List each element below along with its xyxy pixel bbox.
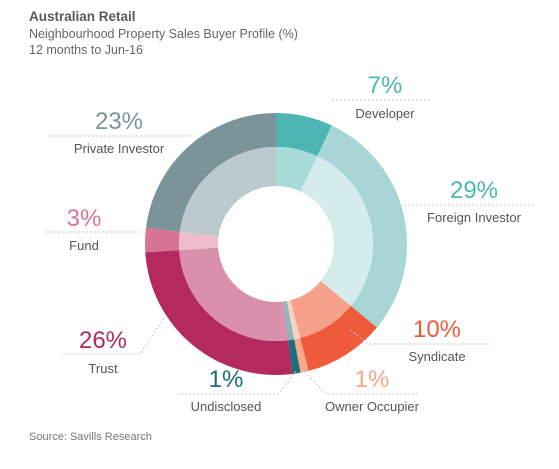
leader-line-undisclosed bbox=[178, 370, 297, 395]
slice-inner-owner-occupier bbox=[286, 300, 301, 340]
slice-inner-developer bbox=[276, 147, 318, 192]
category-label-foreign-investor: Foreign Investor bbox=[427, 210, 522, 225]
slice-outer-private-investor bbox=[146, 113, 276, 232]
slice-inner-foreign-investor bbox=[300, 156, 373, 306]
value-label-undisclosed: 1% bbox=[209, 366, 244, 393]
category-label-syndicate: Syndicate bbox=[408, 349, 465, 364]
category-label-private-investor: Private Investor bbox=[74, 141, 165, 156]
category-label-owner-occupier: Owner Occupier bbox=[325, 399, 420, 414]
chart-title: Australian Retail bbox=[29, 9, 136, 24]
category-label-undisclosed: Undisclosed bbox=[191, 399, 262, 414]
value-label-owner-occupier: 1% bbox=[355, 366, 390, 393]
slice-outer-foreign-investor bbox=[317, 125, 407, 328]
category-label-developer: Developer bbox=[355, 106, 415, 121]
value-label-trust: 26% bbox=[79, 327, 127, 354]
slice-outer-fund bbox=[145, 227, 180, 253]
slice-inner-trust bbox=[179, 247, 289, 342]
slice-outer-trust bbox=[145, 250, 293, 375]
chart-subtitle: Neighbourhood Property Sales Buyer Profi… bbox=[29, 27, 298, 41]
slice-inner-syndicate bbox=[290, 280, 351, 338]
source-note: Source: Savills Research bbox=[29, 431, 152, 443]
category-label-fund: Fund bbox=[69, 238, 99, 253]
value-label-syndicate: 10% bbox=[413, 316, 461, 343]
category-label-trust: Trust bbox=[88, 361, 118, 376]
slice-inner-fund bbox=[179, 231, 219, 251]
value-label-developer: 7% bbox=[368, 72, 403, 99]
leader-line-syndicate bbox=[349, 329, 490, 345]
slice-outer-owner-occupier bbox=[294, 337, 309, 373]
value-label-fund: 3% bbox=[67, 205, 102, 232]
slice-outer-developer bbox=[276, 113, 332, 157]
slice-outer-syndicate bbox=[300, 305, 377, 371]
value-label-foreign-investor: 29% bbox=[450, 177, 498, 204]
slice-inner-undisclosed bbox=[283, 300, 295, 341]
value-label-private-investor: 23% bbox=[95, 108, 143, 135]
slice-inner-private-investor bbox=[179, 147, 276, 237]
slice-outer-undisclosed bbox=[288, 339, 301, 374]
chart-period: 12 months to Jun-16 bbox=[29, 43, 143, 57]
